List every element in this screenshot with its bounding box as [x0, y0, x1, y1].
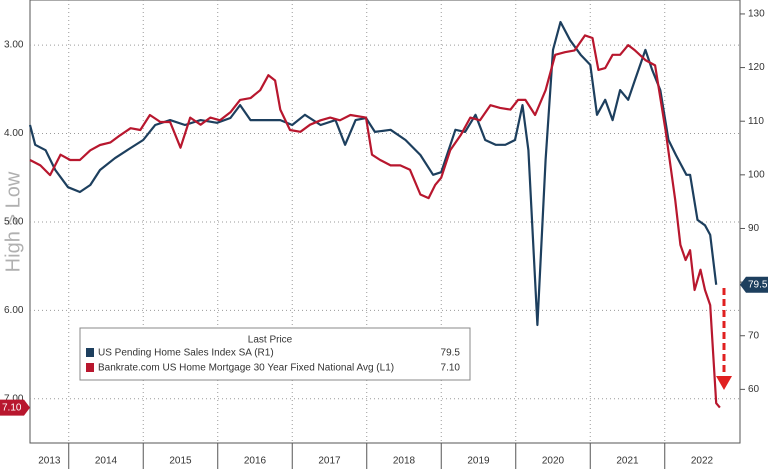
x-tick-label: 2018: [393, 456, 416, 467]
last-value-flag: [0, 399, 30, 416]
legend-swatch: [86, 363, 94, 372]
series-line: [29, 34, 721, 409]
x-tick-label: 2015: [169, 456, 192, 467]
x-tick-label: 2020: [542, 456, 565, 467]
legend-label: Bankrate.com US Home Mortgage 30 Year Fi…: [98, 363, 394, 374]
y2-tick-label: 110: [748, 116, 764, 127]
y2-tick-label: 100: [748, 169, 765, 180]
legend-label: US Pending Home Sales Index SA (R1): [98, 348, 274, 359]
x-tick-label: 2019: [467, 456, 490, 467]
y-tick-label: 7.00: [4, 393, 24, 404]
y2-tick-label: 130: [748, 9, 765, 20]
x-tick-label: 2022: [691, 456, 714, 467]
x-tick-label: 2021: [616, 456, 639, 467]
legend-value: 7.10: [441, 363, 461, 374]
annotation-arrowhead: [716, 376, 732, 390]
y2-tick-label: 120: [748, 62, 765, 73]
y-tick-label: 5.00: [4, 217, 24, 228]
legend-value: 79.5: [441, 348, 461, 359]
legend-title: Last Price: [248, 335, 293, 346]
y-tick-label: 6.00: [4, 305, 24, 316]
y-axis-label: High > Low: [2, 171, 24, 272]
y2-tick-label: 90: [748, 223, 760, 234]
last-value-flag: [740, 276, 768, 293]
x-tick-label: 2014: [95, 456, 118, 467]
y-tick-label: 4.00: [4, 128, 24, 139]
x-tick-label: 2013: [38, 456, 61, 467]
last-value-label: 79.5: [748, 279, 768, 290]
x-tick-label: 2017: [318, 456, 341, 467]
series-line: [28, 20, 718, 327]
legend-box: [79, 327, 471, 381]
y2-tick-label: 70: [748, 330, 760, 341]
y2-tick-label: 60: [748, 384, 760, 395]
last-value-label: 7.10: [2, 402, 22, 413]
x-tick-label: 2016: [244, 456, 267, 467]
legend-swatch: [86, 348, 94, 357]
y-tick-label: 3.00: [4, 40, 24, 51]
